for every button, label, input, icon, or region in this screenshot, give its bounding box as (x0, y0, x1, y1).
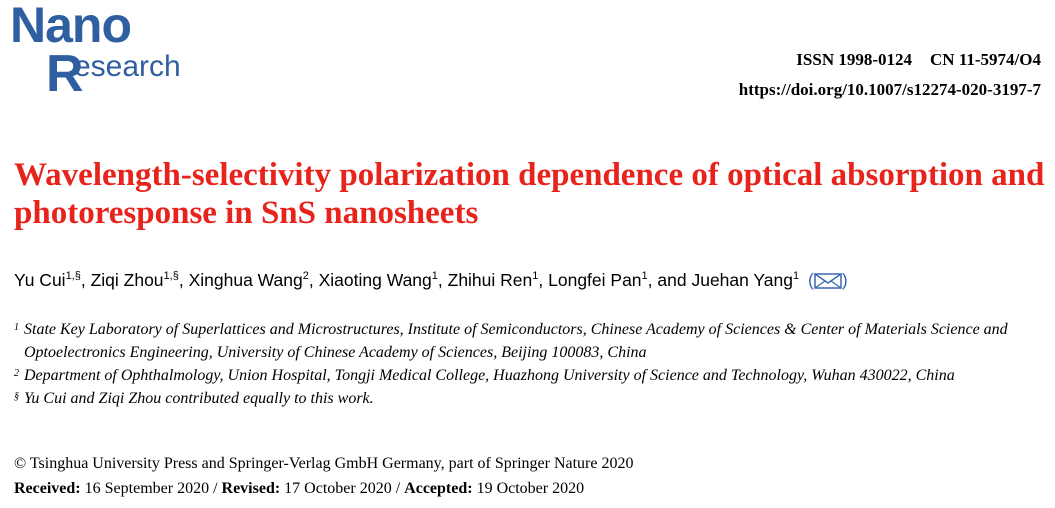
author-sep: , (437, 270, 448, 290)
affiliation-text: State Key Laboratory of Superlattices an… (24, 321, 1008, 361)
copyright-notice: © Tsinghua University Press and Springer… (14, 455, 634, 472)
author-sup: 1 (641, 270, 648, 283)
author-sup: 1 (532, 270, 539, 283)
author: Juehan Yang (691, 270, 793, 290)
issn-line: ISSN 1998-0124 CN 11-5974/O4 (796, 50, 1041, 70)
article-title: Wavelength-selectivity polarization depe… (14, 157, 1045, 231)
author-sup: 2 (302, 270, 309, 283)
author: Xiaoting Wang (318, 270, 432, 290)
affiliation-text: Department of Ophthalmology, Union Hospi… (24, 367, 955, 384)
author-sup: 1,§ (163, 270, 179, 283)
author: Xinghua Wang (188, 270, 303, 290)
cn-number: CN 11-5974/O4 (930, 50, 1041, 69)
author-sup: 1 (431, 270, 438, 283)
affiliations: 1 State Key Laboratory of Superlattices a… (14, 318, 1049, 410)
doi-link[interactable]: https://doi.org/10.1007/s12274-020-3197-… (738, 80, 1041, 99)
affiliation-item: 2 Department of Ophthalmology, Union Hosp… (14, 364, 1049, 387)
author-sep: , (80, 270, 91, 290)
journal-logo: Nano R esearch (8, 0, 208, 103)
affiliation-item: § Yu Cui and Ziqi Zhou contributed equall… (14, 387, 1049, 410)
revised-label: Revised: (221, 480, 281, 497)
date-sep: / (391, 480, 405, 497)
author-sep: , and (647, 270, 692, 290)
affiliation-mark: § (14, 391, 19, 402)
author-sup: 1,§ (65, 270, 81, 283)
affiliation-mark: 1 (14, 322, 19, 333)
author: Longfei Pan (548, 270, 642, 290)
accepted-label: Accepted: (404, 480, 473, 497)
affiliation-item: 1 State Key Laboratory of Superlattices a… (14, 318, 1049, 364)
logo-r: R (46, 45, 84, 103)
author-list: Yu Cui1,§, Ziqi Zhou1,§, Xinghua Wang2, … (14, 270, 848, 291)
author-sup: 1 (793, 270, 800, 283)
date-sep: / (209, 480, 222, 497)
revised-date: 17 October 2020 (284, 480, 392, 497)
affiliation-mark: 2 (14, 368, 19, 379)
publication-dates: Received: 16 September 2020 / Revised: 1… (14, 480, 584, 498)
affiliation-text: Yu Cui and Ziqi Zhou contributed equally… (24, 390, 374, 407)
author-sep: , (538, 270, 549, 290)
author: Yu Cui (14, 270, 66, 290)
accepted-date: 19 October 2020 (476, 480, 585, 497)
email-icon[interactable]: () (808, 270, 848, 290)
logo-nano: Nano (10, 0, 132, 53)
received-date: 16 September 2020 (84, 480, 210, 497)
author: Zhihui Ren (447, 270, 533, 290)
author-sep: , (178, 270, 189, 290)
issn: ISSN 1998-0124 (796, 50, 913, 69)
author-sep: , (308, 270, 319, 290)
logo-research: esearch (74, 50, 181, 83)
author: Ziqi Zhou (90, 270, 164, 290)
received-label: Received: (14, 480, 81, 497)
